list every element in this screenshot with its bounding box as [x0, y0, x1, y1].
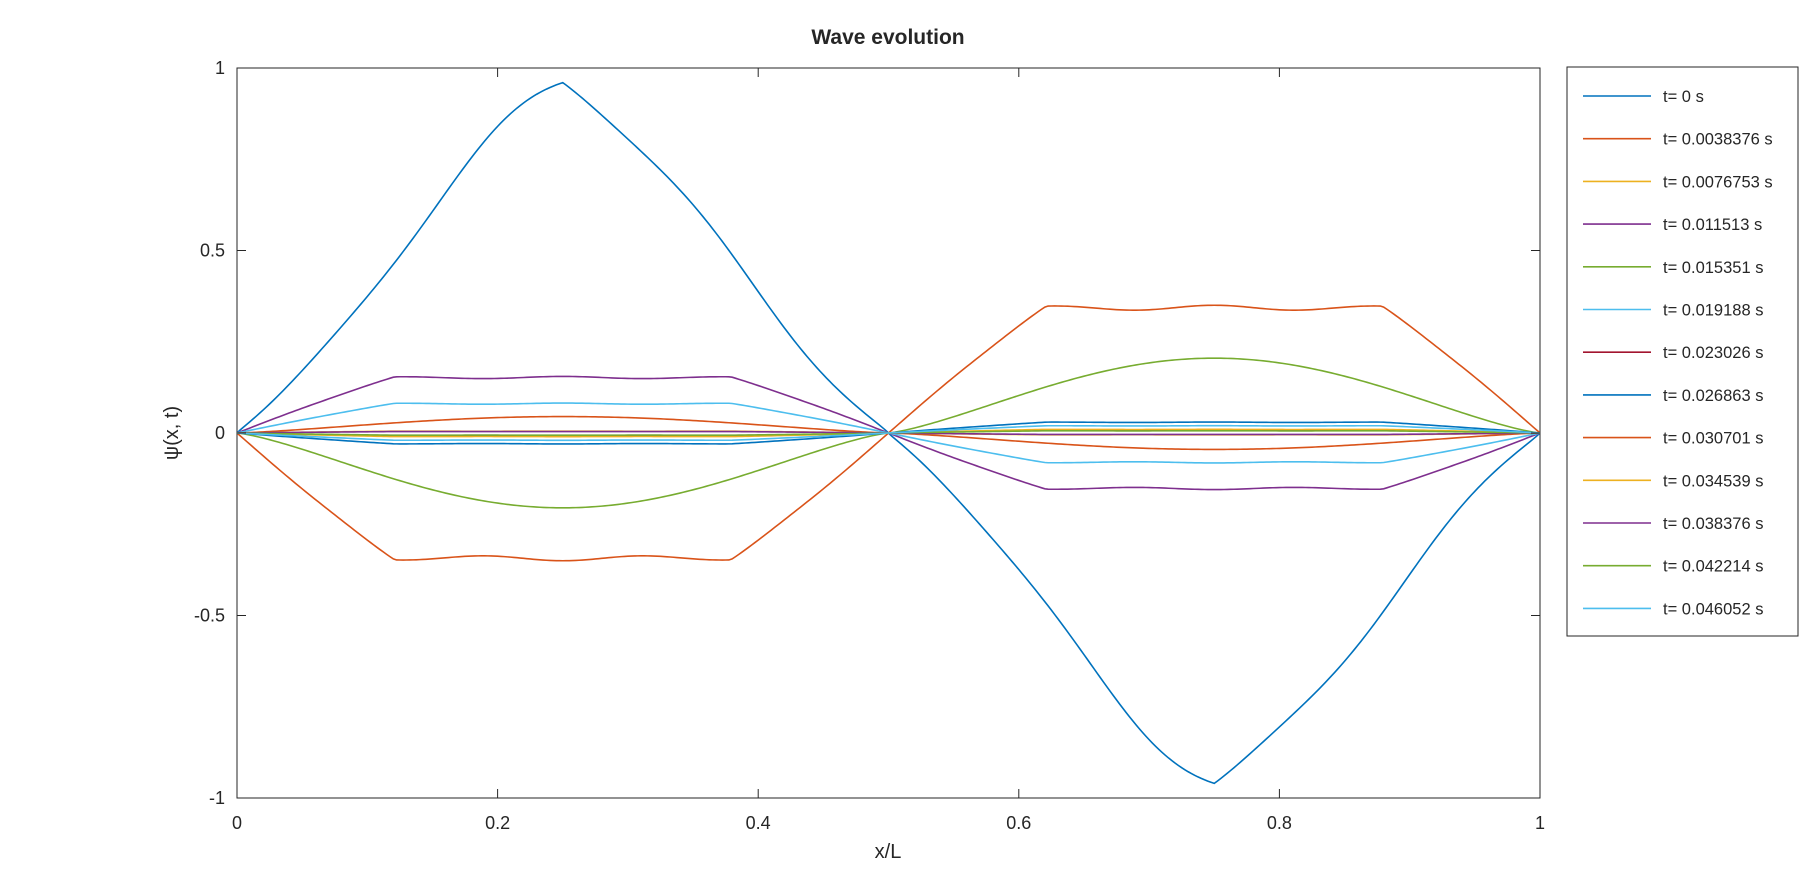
- legend-label-8: t= 0.026863 s: [1663, 387, 1763, 405]
- x-tick-label: 0.4: [746, 813, 771, 833]
- y-tick-label: -0.5: [194, 606, 225, 626]
- series-lines: [237, 81, 1540, 785]
- legend-label-9: t= 0.030701 s: [1663, 430, 1763, 448]
- y-tick-label: 0.5: [200, 241, 225, 261]
- y-axis-label: ψ(x, t): [161, 406, 183, 460]
- x-tick-label: 1: [1535, 813, 1545, 833]
- legend-label-2: t= 0.0038376 s: [1663, 131, 1773, 149]
- legend-label-5: t= 0.015351 s: [1663, 259, 1763, 277]
- legend-label-13: t= 0.046052 s: [1663, 600, 1763, 618]
- y-tick-label: 0: [215, 423, 225, 443]
- x-tick-label: 0: [232, 813, 242, 833]
- legend: t= 0 s t= 0.0038376 s t= 0.0076753 s t= 0.0…: [1566, 66, 1799, 637]
- legend-label-1: t= 0 s: [1663, 88, 1704, 106]
- axis-ticks: 0 0.2 0.4 0.6 0.8 1 -1 -0.5 0 0.5 1: [194, 58, 1545, 833]
- chart-title: Wave evolution: [811, 26, 964, 49]
- x-tick-label: 0.6: [1006, 813, 1031, 833]
- x-tick-label: 0.2: [485, 813, 510, 833]
- y-tick-label: 1: [215, 58, 225, 78]
- legend-label-12: t= 0.042214 s: [1663, 558, 1763, 576]
- y-tick-label: -1: [209, 788, 225, 808]
- legend-label-4: t= 0.011513 s: [1663, 216, 1762, 234]
- legend-label-3: t= 0.0076753 s: [1663, 173, 1773, 191]
- legend-label-6: t= 0.019188 s: [1663, 302, 1763, 320]
- x-tick-label: 0.8: [1267, 813, 1292, 833]
- legend-label-11: t= 0.038376 s: [1663, 515, 1763, 533]
- legend-label-10: t= 0.034539 s: [1663, 472, 1763, 490]
- plot-area: 0 0.2 0.4 0.6 0.8 1 -1 -0.5 0 0.5 1: [194, 58, 1545, 833]
- series-line-13: [237, 424, 1540, 442]
- x-axis-label: x/L: [875, 841, 902, 863]
- legend-label-7: t= 0.023026 s: [1663, 344, 1763, 362]
